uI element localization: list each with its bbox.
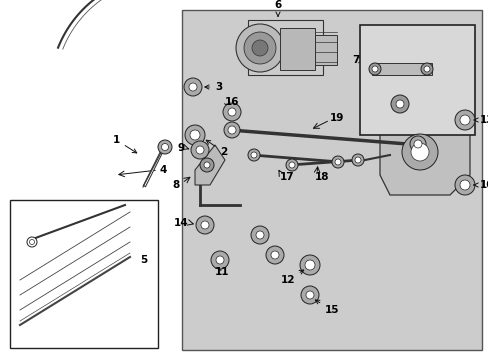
Bar (314, 35, 336, 65)
Circle shape (227, 126, 236, 134)
Bar (359, 25, 474, 135)
Circle shape (305, 260, 314, 270)
Text: 10: 10 (473, 180, 488, 190)
Circle shape (401, 134, 437, 170)
Circle shape (305, 291, 313, 299)
Text: 3: 3 (204, 82, 222, 92)
Circle shape (351, 154, 363, 166)
Circle shape (224, 122, 240, 138)
Circle shape (227, 108, 236, 116)
Text: 4: 4 (160, 165, 167, 175)
Text: 9: 9 (178, 143, 184, 153)
Circle shape (301, 286, 318, 304)
Bar (280, 28, 314, 70)
Text: 14: 14 (173, 218, 187, 228)
Circle shape (420, 63, 432, 75)
Text: 19: 19 (329, 113, 344, 123)
Circle shape (371, 66, 377, 72)
Circle shape (459, 180, 469, 190)
Bar (247, 20, 323, 75)
Circle shape (210, 251, 228, 269)
Text: 17: 17 (280, 172, 294, 182)
Circle shape (244, 32, 275, 64)
Circle shape (189, 83, 197, 91)
Bar (371, 63, 431, 75)
Circle shape (454, 175, 474, 195)
Bar (10, 200, 158, 348)
Text: 6: 6 (274, 0, 281, 16)
Polygon shape (379, 110, 469, 195)
Text: 8: 8 (172, 180, 180, 190)
Text: 1: 1 (113, 135, 137, 153)
Circle shape (184, 125, 204, 145)
Circle shape (27, 237, 37, 247)
Circle shape (251, 40, 267, 56)
Circle shape (459, 115, 469, 125)
Text: 12: 12 (280, 270, 303, 285)
Circle shape (183, 78, 202, 96)
Circle shape (368, 63, 380, 75)
Circle shape (223, 103, 241, 121)
Circle shape (390, 95, 408, 113)
Circle shape (423, 66, 429, 72)
Circle shape (203, 162, 209, 168)
Circle shape (158, 140, 172, 154)
Circle shape (334, 159, 340, 165)
Text: 7: 7 (352, 55, 359, 65)
Circle shape (200, 158, 214, 172)
Text: 13: 13 (473, 115, 488, 125)
Circle shape (256, 231, 264, 239)
Circle shape (395, 100, 403, 108)
Polygon shape (182, 10, 481, 350)
Polygon shape (195, 145, 224, 185)
Circle shape (331, 156, 343, 168)
Circle shape (216, 256, 224, 264)
Circle shape (270, 251, 279, 259)
Circle shape (265, 246, 284, 264)
Circle shape (196, 216, 214, 234)
Text: 15: 15 (315, 300, 339, 315)
Circle shape (190, 130, 200, 140)
Circle shape (288, 162, 294, 168)
Text: 18: 18 (314, 172, 329, 182)
Circle shape (354, 157, 360, 163)
Circle shape (29, 239, 35, 244)
Circle shape (454, 110, 474, 130)
Circle shape (250, 152, 257, 158)
Circle shape (410, 143, 428, 161)
Text: 5: 5 (140, 255, 147, 265)
Circle shape (409, 136, 425, 152)
Circle shape (250, 226, 268, 244)
Text: 16: 16 (224, 97, 239, 107)
Circle shape (247, 149, 260, 161)
Text: 11: 11 (215, 267, 229, 277)
Circle shape (299, 255, 319, 275)
Text: 2: 2 (206, 140, 227, 157)
Circle shape (201, 221, 208, 229)
Circle shape (161, 144, 168, 150)
Circle shape (196, 146, 203, 154)
Circle shape (413, 140, 421, 148)
Circle shape (191, 141, 208, 159)
Circle shape (285, 159, 297, 171)
Circle shape (236, 24, 284, 72)
